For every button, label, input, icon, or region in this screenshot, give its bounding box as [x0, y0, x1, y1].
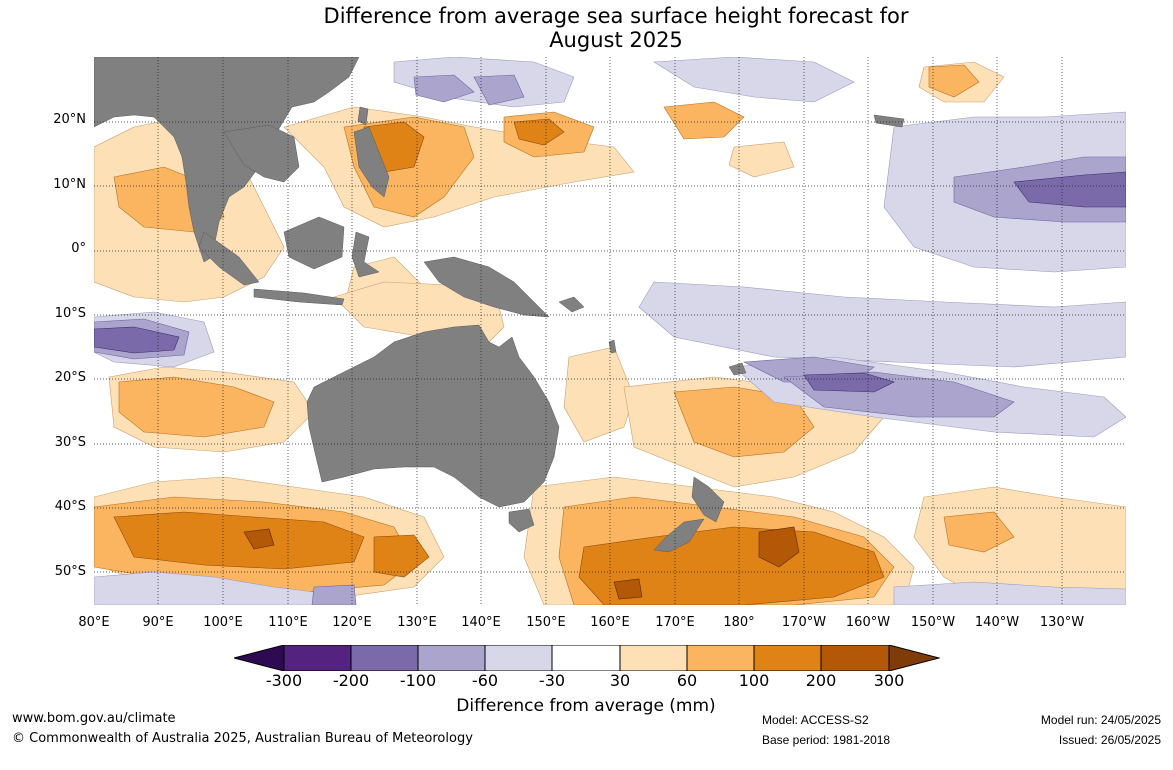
anomaly-200-300-layer — [243, 526, 800, 600]
model-name: Model: ACCESS-S2 — [762, 713, 869, 727]
anomaly-region — [373, 534, 430, 578]
lat-label-10n: 10°N — [53, 177, 86, 192]
map-svg — [94, 57, 1126, 605]
colorbar-max-arrow — [888, 645, 940, 671]
colorbar-swatch — [350, 645, 419, 671]
anomaly-region — [513, 118, 565, 146]
lon-label: 110°E — [268, 615, 308, 630]
anomaly-region — [638, 281, 1126, 368]
colorbar — [234, 645, 940, 671]
colorbar-swatch — [283, 645, 352, 671]
anomaly-region — [1013, 171, 1126, 208]
lon-label: 150°E — [526, 615, 566, 630]
lon-label: 160°W — [845, 615, 891, 630]
base-period: Base period: 1981-2018 — [762, 733, 891, 747]
colorbar-tick: 30 — [609, 671, 631, 690]
colorbar-tick: -100 — [399, 671, 437, 690]
lat-label-20s: 20°S — [54, 370, 86, 385]
lon-label: 150°W — [910, 615, 956, 630]
anomaly-region — [413, 74, 475, 103]
anomaly-neg100-neg200-layer — [94, 171, 1126, 393]
land-taiwan — [357, 106, 369, 126]
colorbar-swatch — [753, 645, 822, 671]
lon-label: 170°W — [781, 615, 827, 630]
anomaly-100-200-layer — [113, 118, 885, 605]
anomaly-region — [893, 581, 1126, 605]
colorbar-swatch — [417, 645, 486, 671]
land-indochina — [223, 124, 300, 183]
lon-label: 130°W — [1039, 615, 1085, 630]
colorbar-min-arrow — [234, 645, 285, 671]
anomaly-region — [663, 101, 745, 140]
anomaly-region — [311, 584, 357, 605]
land-tasmania — [508, 508, 535, 533]
anomaly-region — [578, 526, 885, 605]
colorbar-swatch — [551, 645, 621, 671]
colorbar-swatch — [619, 645, 688, 671]
land-hawaii — [873, 114, 905, 128]
map-panel — [94, 57, 1126, 605]
colorbar-label: Difference from average (mm) — [456, 696, 716, 716]
anomaly-region — [803, 372, 895, 393]
land-australia — [306, 324, 560, 508]
land-new-zealand-south — [653, 518, 705, 553]
land-layer — [94, 57, 905, 553]
colorbar-tick: -300 — [265, 671, 303, 690]
anomaly-region — [118, 376, 275, 438]
anomaly-region — [243, 528, 275, 550]
anomaly-region — [758, 526, 800, 568]
lon-label: 140°W — [974, 615, 1020, 630]
anomaly-region — [473, 74, 525, 106]
land-philippines — [353, 126, 390, 198]
lat-label-10s: 10°S — [54, 306, 86, 321]
anomaly-region — [673, 386, 815, 458]
chart-title: Difference from average sea surface heig… — [0, 4, 1173, 52]
title-line-1: Difference from average sea surface heig… — [323, 4, 909, 28]
lat-label-40s: 40°S — [54, 499, 86, 514]
anomaly-region — [728, 141, 795, 178]
lat-label-50s: 50°S — [54, 564, 86, 579]
lon-label: 120°E — [332, 615, 372, 630]
lon-label: 90°E — [142, 615, 174, 630]
source-url: www.bom.gov.au/climate — [12, 711, 176, 726]
lat-label-20n: 20°N — [53, 112, 86, 127]
colorbar-tick: -60 — [471, 671, 499, 690]
colorbar-tick: 300 — [873, 671, 905, 690]
land-sumatra — [198, 231, 260, 286]
lat-label-30s: 30°S — [54, 435, 86, 450]
anomaly-region — [928, 64, 980, 98]
land-new-guinea — [423, 256, 550, 318]
anomaly-region — [943, 511, 1015, 553]
lon-label: 170°E — [655, 615, 695, 630]
graticule — [94, 57, 1126, 605]
title-line-2: August 2025 — [549, 28, 683, 52]
land-new-zealand-north — [691, 476, 725, 523]
lon-label: 140°E — [461, 615, 501, 630]
colorbar-tick: 200 — [805, 671, 837, 690]
colorbar-swatch — [686, 645, 755, 671]
lon-label: 130°E — [397, 615, 437, 630]
lon-label: 100°E — [203, 615, 243, 630]
colorbar-tick: -200 — [332, 671, 370, 690]
copyright-text: © Commonwealth of Australia 2025, Austra… — [12, 731, 473, 746]
colorbar-swatch — [820, 645, 890, 671]
colorbar-tick: 60 — [676, 671, 698, 690]
colorbar-swatch — [484, 645, 553, 671]
lon-label: 80°E — [78, 615, 110, 630]
colorbar-tick: 100 — [738, 671, 770, 690]
land-vanuatu — [608, 339, 617, 354]
land-solomon-islands — [558, 296, 585, 313]
issued-date: Issued: 26/05/2025 — [1058, 733, 1161, 747]
anomaly-region — [113, 511, 365, 570]
anomaly-region — [613, 578, 643, 600]
land-sulawesi — [351, 231, 380, 278]
lat-label-0: 0° — [71, 241, 86, 256]
lon-label: 160°E — [590, 615, 630, 630]
land-borneo — [283, 216, 345, 270]
lon-label: 180° — [723, 615, 755, 630]
colorbar-tick: -30 — [538, 671, 566, 690]
land-fiji — [728, 362, 747, 376]
model-run-date: Model run: 24/05/2025 — [1040, 713, 1161, 727]
land-java — [253, 288, 345, 306]
